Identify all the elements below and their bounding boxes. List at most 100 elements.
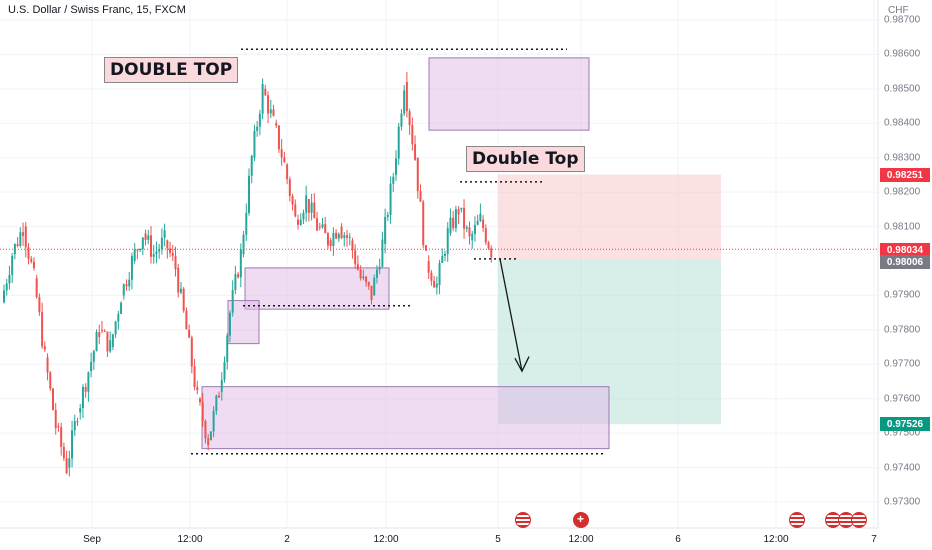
candle-body [473, 224, 476, 234]
chart-title: U.S. Dollar / Swiss Franc, 15, FXCM [8, 4, 186, 16]
candle-body [343, 235, 346, 239]
candle-body [468, 227, 471, 237]
candle-body [261, 83, 264, 114]
candle-body [169, 248, 172, 253]
candle-body [248, 175, 250, 213]
price-tick-label: 0.98100 [884, 221, 921, 233]
candle-body [487, 242, 490, 249]
candle-body [128, 279, 131, 287]
candle-body [144, 233, 147, 240]
candle-body [256, 126, 259, 131]
candle-body [283, 157, 286, 163]
candle-body [38, 297, 41, 313]
target-price-tag: 0.97526 [880, 417, 930, 431]
candle-body [207, 438, 210, 446]
candle-body [30, 258, 33, 262]
candle-body [378, 266, 381, 270]
stop-loss-zone [498, 174, 721, 259]
candle-body [438, 262, 441, 286]
candle-body [370, 285, 373, 300]
time-tick-label: 12:00 [373, 534, 399, 545]
price-tick-label: 0.98300 [884, 152, 921, 164]
candle-body [299, 219, 302, 225]
candle-body [130, 256, 133, 280]
candle-body [81, 386, 84, 409]
candle-body [103, 330, 106, 332]
candle-body [215, 395, 218, 411]
candle-body [321, 224, 324, 228]
candle-body [120, 302, 123, 314]
candle-body [68, 458, 71, 468]
candle-body [150, 235, 152, 257]
candle-body [226, 335, 229, 362]
demand-zone-lower [201, 386, 610, 450]
time-tick-label: 12:00 [177, 534, 203, 545]
candle-body [446, 228, 449, 255]
candle-body [242, 234, 245, 255]
time-tick-label: 12:00 [568, 534, 594, 545]
candle-body [65, 458, 68, 474]
candle-body [13, 243, 16, 255]
candle-body [305, 195, 308, 213]
candle-body [52, 388, 54, 411]
candle-body [174, 255, 177, 270]
candle-body [454, 209, 457, 229]
candle-body [326, 233, 329, 246]
candle-body [310, 202, 313, 213]
candle-body [400, 113, 403, 127]
candle-body [286, 164, 289, 180]
candle-body [313, 202, 316, 219]
candle-body [19, 232, 22, 246]
candle-body [223, 361, 226, 380]
candle-body [179, 288, 182, 293]
us-flag-icon[interactable] [789, 512, 805, 528]
candle-body [414, 144, 417, 160]
candle-body [139, 248, 142, 251]
candle-body [125, 284, 128, 287]
candle-body [106, 331, 109, 352]
candle-body [11, 255, 14, 275]
candle-body [35, 278, 38, 298]
candle-body [92, 351, 95, 362]
candle-body [209, 431, 212, 441]
candle-body [109, 340, 112, 352]
candle-body [111, 334, 114, 348]
candle-body [54, 410, 57, 429]
entry-price-tag: 0.98006 [880, 255, 930, 269]
candle-body [346, 235, 348, 238]
candle-body [163, 230, 166, 238]
candle-body [340, 226, 343, 239]
candle-body [365, 276, 368, 283]
candle-body [427, 261, 430, 273]
double-top-label-lower: Double Top [466, 146, 585, 172]
candle-body [171, 252, 174, 256]
candle-body [188, 329, 191, 338]
candle-body [433, 280, 436, 288]
candle-body [294, 204, 297, 217]
candle-body [318, 226, 321, 228]
candle-body [381, 239, 384, 267]
candle-body [201, 402, 204, 422]
candle-body [441, 255, 444, 263]
candle-body [348, 236, 351, 238]
candle-body [280, 149, 283, 158]
candle-body [302, 212, 305, 220]
candle-body [362, 276, 365, 279]
candle-body [234, 274, 237, 291]
us-flag-icon[interactable] [515, 512, 531, 528]
candle-body [24, 226, 27, 248]
swiss-flag-icon[interactable] [573, 512, 589, 528]
price-tick-label: 0.97700 [884, 358, 921, 370]
candle-body [117, 313, 120, 322]
price-tick-label: 0.98700 [884, 14, 921, 26]
us-flag-icon[interactable] [851, 512, 867, 528]
candle-body [463, 207, 466, 229]
candle-body [41, 312, 44, 347]
candle-body [84, 386, 87, 392]
candle-body [435, 283, 438, 288]
candle-body [373, 277, 376, 296]
price-tick-label: 0.98500 [884, 83, 921, 95]
candle-body [484, 228, 487, 243]
